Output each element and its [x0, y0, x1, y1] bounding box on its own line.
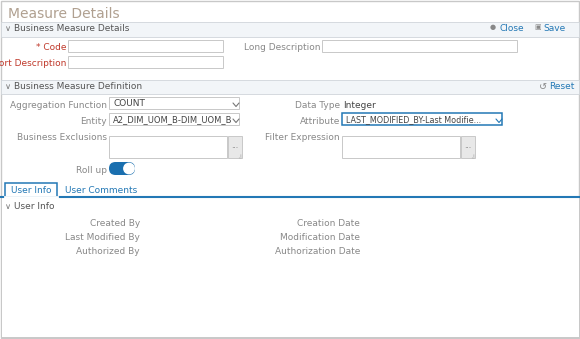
Text: * Code: * Code — [35, 43, 66, 52]
Text: Business Measure Definition: Business Measure Definition — [14, 82, 142, 91]
Text: COUNT: COUNT — [113, 99, 145, 108]
Text: Created By: Created By — [90, 219, 140, 228]
Text: Measure Details: Measure Details — [8, 7, 119, 21]
Text: LAST_MODIFIED_BY-Last Modifie...: LAST_MODIFIED_BY-Last Modifie... — [346, 115, 481, 124]
Text: Business Measure Details: Business Measure Details — [14, 24, 129, 33]
Text: Integer: Integer — [343, 101, 376, 110]
Bar — [342, 136, 460, 158]
Bar — [1, 22, 579, 37]
FancyBboxPatch shape — [109, 162, 135, 175]
Bar — [5, 183, 57, 197]
Text: User Comments: User Comments — [65, 186, 137, 195]
Bar — [68, 56, 223, 68]
Text: User Info: User Info — [14, 202, 55, 211]
Text: ∨: ∨ — [5, 82, 11, 91]
Text: User Info: User Info — [11, 186, 51, 195]
Text: Aggregation Function: Aggregation Function — [10, 101, 107, 110]
Text: ↺: ↺ — [539, 82, 547, 92]
Bar — [342, 113, 502, 125]
Text: ...: ... — [464, 141, 471, 151]
Text: ▣: ▣ — [534, 24, 541, 30]
Text: ╝: ╝ — [238, 156, 241, 161]
Text: Data Type: Data Type — [295, 101, 340, 110]
Text: Entity: Entity — [81, 117, 107, 126]
Text: ∨: ∨ — [5, 202, 11, 211]
Text: A2_DIM_UOM_B-DIM_UOM_B: A2_DIM_UOM_B-DIM_UOM_B — [113, 115, 233, 124]
Text: Filter Expression: Filter Expression — [266, 133, 340, 142]
Text: Attribute: Attribute — [300, 117, 340, 126]
Text: ╝: ╝ — [471, 156, 474, 161]
Circle shape — [124, 163, 134, 174]
Text: ●: ● — [490, 24, 496, 30]
Bar — [109, 136, 227, 158]
Text: Authorization Date: Authorization Date — [274, 247, 360, 256]
Bar — [68, 40, 223, 52]
Text: Close: Close — [499, 24, 524, 33]
Text: Last Modified By: Last Modified By — [65, 233, 140, 242]
Text: ...: ... — [231, 141, 238, 151]
Text: Business Exclusions: Business Exclusions — [17, 133, 107, 142]
Bar — [461, 136, 475, 158]
Text: Creation Date: Creation Date — [297, 219, 360, 228]
Text: Authorized By: Authorized By — [77, 247, 140, 256]
Bar — [109, 97, 239, 109]
Text: ∨: ∨ — [5, 24, 11, 33]
Bar — [228, 136, 242, 158]
Text: Long Description: Long Description — [244, 43, 320, 52]
Bar — [109, 113, 239, 125]
Text: Reset: Reset — [549, 82, 574, 91]
Bar — [322, 40, 517, 52]
Bar — [1, 80, 579, 94]
Text: Save: Save — [543, 24, 566, 33]
Text: Modification Date: Modification Date — [280, 233, 360, 242]
Bar — [1, 197, 579, 337]
Text: Roll up: Roll up — [76, 166, 107, 175]
Text: * Short Description: * Short Description — [0, 59, 66, 68]
